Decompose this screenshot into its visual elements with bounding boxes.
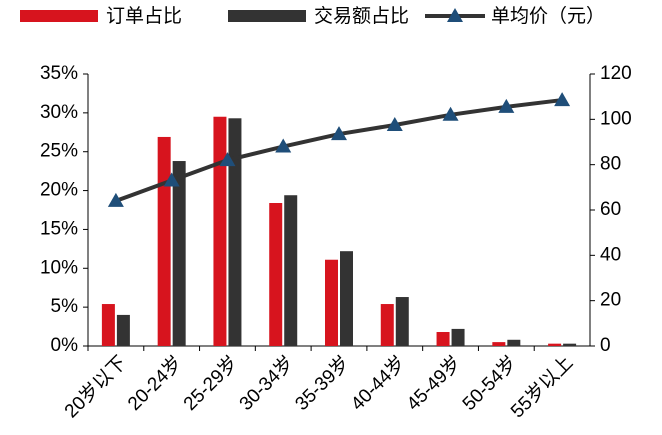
legend-label: 单均价（元） (491, 5, 605, 27)
y2-tick-label: 100 (600, 108, 632, 129)
x-tick-label: 20-24岁 (123, 352, 186, 415)
line-marker (554, 92, 571, 107)
y2-tick-label: 60 (600, 199, 621, 220)
x-tick-label: 20岁以下 (60, 352, 131, 423)
bar (325, 259, 338, 346)
line-marker (498, 98, 515, 113)
y-tick-label: 15% (40, 218, 78, 239)
line-marker (107, 192, 124, 207)
bar (228, 118, 242, 346)
line-marker (275, 138, 292, 153)
bar (395, 297, 409, 346)
bar (507, 339, 521, 346)
bar (436, 332, 450, 346)
y2-tick-label: 20 (600, 290, 621, 311)
legend-swatch (20, 10, 98, 22)
bar (284, 195, 298, 346)
x-tick-label: 45-49岁 (402, 352, 465, 415)
x-tick-label: 35-39岁 (291, 352, 354, 415)
y2-tick-label: 0 (600, 335, 611, 356)
bar (563, 343, 577, 346)
line-marker (219, 152, 236, 167)
y2-tick-label: 40 (600, 244, 621, 265)
y-tick-label: 5% (51, 296, 79, 317)
x-tick-label: 55岁以上 (506, 352, 577, 423)
y-tick-label: 30% (40, 102, 78, 123)
line-marker (331, 126, 347, 141)
y-tick-label: 25% (40, 141, 78, 162)
legend-swatch (228, 10, 306, 22)
bar (101, 304, 115, 346)
y2-tick-label: 80 (600, 154, 621, 175)
bar (451, 328, 465, 346)
bar (340, 251, 353, 346)
legend-label: 订单占比 (106, 5, 182, 27)
x-tick-label: 40-44岁 (346, 352, 409, 415)
legend-label: 交易额占比 (314, 5, 409, 27)
bar (157, 136, 171, 346)
bar (548, 343, 562, 346)
bar (116, 314, 130, 346)
bar (380, 304, 394, 346)
bar (172, 161, 186, 346)
bar (269, 203, 283, 346)
y-tick-label: 0% (51, 335, 79, 356)
bar (213, 116, 227, 346)
y-tick-label: 20% (40, 180, 78, 201)
y2-tick-label: 120 (600, 63, 632, 84)
x-tick-label: 30-34岁 (235, 352, 298, 415)
line-marker (442, 106, 459, 121)
y-tick-label: 35% (40, 63, 78, 84)
y-tick-label: 10% (40, 257, 78, 278)
legend-marker (447, 8, 463, 22)
line-marker (386, 117, 403, 131)
line-marker (163, 172, 180, 187)
x-tick-label: 25-29岁 (179, 352, 242, 415)
bar (492, 342, 506, 346)
